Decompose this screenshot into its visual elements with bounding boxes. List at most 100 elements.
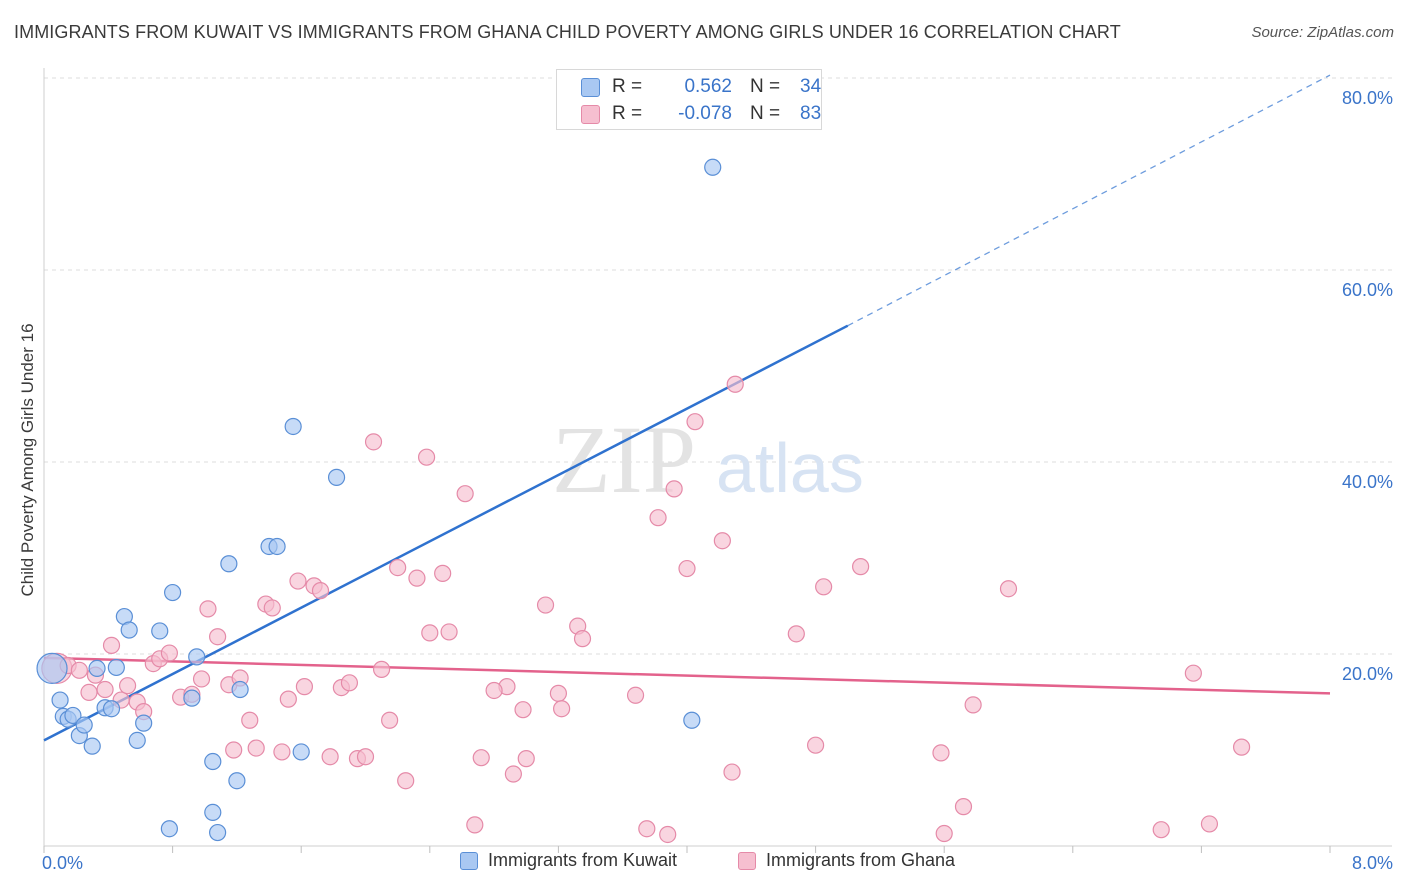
kuwait-point bbox=[160, 820, 178, 838]
kuwait-trend-line bbox=[43, 324, 849, 742]
kuwait-point bbox=[128, 731, 146, 750]
ghana-point bbox=[456, 485, 474, 503]
ghana-point bbox=[408, 569, 426, 587]
ghana-point bbox=[417, 448, 436, 466]
ghana-point bbox=[466, 816, 484, 834]
ghana-point bbox=[102, 636, 121, 654]
legend-swatch-kuwait bbox=[460, 851, 478, 870]
ghana-point bbox=[279, 690, 297, 708]
ghana-point bbox=[263, 599, 281, 617]
ghana-point bbox=[549, 684, 568, 702]
n-label: N = bbox=[750, 76, 781, 97]
ghana-swatch bbox=[581, 104, 600, 124]
legend-item-kuwait: Immigrants from Kuwait bbox=[460, 850, 677, 871]
ghana-point bbox=[678, 559, 696, 578]
legend-row-ghana: R = -0.078 N = 83 bbox=[581, 102, 821, 126]
ghana-point bbox=[1184, 664, 1202, 682]
ghana-trend-line bbox=[43, 656, 1331, 695]
ghana-point bbox=[192, 670, 211, 688]
ghana-point bbox=[364, 433, 383, 451]
tick-labels: 20.0% 40.0% 60.0% 80.0% 0.0% 8.0% bbox=[42, 88, 1393, 873]
y-tick-label: 40.0% bbox=[1342, 472, 1393, 492]
r-label: R = bbox=[612, 76, 643, 97]
n-value-kuwait: 34 bbox=[800, 76, 822, 97]
kuwait-point bbox=[284, 417, 302, 436]
kuwait-point bbox=[209, 823, 227, 842]
ghana-point bbox=[536, 596, 555, 614]
kuwait-point bbox=[164, 583, 182, 602]
kuwait-point bbox=[292, 743, 310, 761]
r-value-kuwait: 0.562 bbox=[684, 76, 732, 97]
kuwait-point bbox=[83, 737, 101, 755]
kuwait-point bbox=[683, 711, 701, 729]
ghana-point bbox=[1152, 821, 1170, 839]
kuwait-point bbox=[51, 691, 69, 709]
ghana-point bbox=[1200, 815, 1219, 833]
trend-lines bbox=[43, 74, 1331, 742]
kuwait-point bbox=[64, 706, 82, 725]
ghana-point bbox=[389, 558, 407, 577]
watermark-atlas: atlas bbox=[716, 429, 864, 507]
ghana-point bbox=[295, 678, 314, 696]
ghana-point bbox=[289, 572, 307, 590]
ghana-point bbox=[665, 480, 683, 498]
legend-swatch-ghana bbox=[738, 851, 756, 870]
watermark: ZIP atlas bbox=[552, 406, 864, 513]
ghana-point bbox=[421, 624, 439, 642]
ghana-point bbox=[247, 739, 265, 757]
correlation-legend: R = 0.562 N = 34 R = -0.078 N = 83 bbox=[556, 69, 822, 130]
ghana-point bbox=[96, 680, 114, 699]
ghana-point bbox=[954, 798, 973, 816]
ghana-point bbox=[80, 683, 98, 702]
r-value-ghana: -0.078 bbox=[678, 103, 732, 124]
ghana-point bbox=[504, 765, 522, 783]
legend-label-ghana: Immigrants from Ghana bbox=[766, 850, 956, 870]
kuwait-point bbox=[151, 622, 169, 640]
ghana-point bbox=[209, 628, 227, 646]
ghana-point bbox=[434, 564, 452, 582]
ghana-point bbox=[935, 824, 953, 843]
ghana-point bbox=[649, 509, 667, 527]
ghana-point bbox=[964, 696, 982, 714]
kuwait-swatch bbox=[581, 77, 600, 97]
kuwait-point bbox=[107, 658, 125, 677]
ghana-point bbox=[340, 674, 359, 692]
ghana-point bbox=[381, 711, 399, 729]
ghana-point bbox=[199, 600, 217, 618]
r-label: R = bbox=[612, 103, 643, 124]
ghana-point bbox=[273, 743, 291, 761]
legend-item-ghana: Immigrants from Ghana bbox=[738, 850, 955, 871]
ghana-point bbox=[356, 748, 375, 766]
ghana-point bbox=[321, 748, 339, 766]
kuwait-point bbox=[220, 555, 238, 573]
kuwait-point bbox=[36, 652, 68, 685]
kuwait-point bbox=[102, 700, 121, 718]
ghana-point bbox=[1232, 738, 1251, 756]
ghana-point bbox=[372, 660, 391, 678]
source-credit: Source: ZipAtlas.com bbox=[1251, 24, 1394, 41]
ghana-point bbox=[225, 741, 243, 759]
ghana-point bbox=[638, 820, 656, 838]
legend-label-kuwait: Immigrants from Kuwait bbox=[488, 850, 678, 870]
y-tick-label: 80.0% bbox=[1342, 88, 1393, 108]
legend-row-kuwait: R = 0.562 N = 34 bbox=[581, 75, 821, 99]
y-tick-label: 60.0% bbox=[1342, 280, 1393, 300]
n-label: N = bbox=[750, 103, 781, 124]
ghana-point bbox=[311, 582, 330, 600]
grid-layer bbox=[44, 77, 1392, 655]
ghana-point bbox=[999, 580, 1018, 598]
kuwait-point bbox=[228, 772, 246, 790]
ghana-point bbox=[160, 644, 178, 662]
data-points bbox=[36, 158, 1251, 844]
ghana-point bbox=[686, 413, 704, 431]
ghana-point bbox=[806, 736, 825, 754]
ghana-point bbox=[472, 749, 490, 767]
ghana-point bbox=[241, 711, 259, 729]
ghana-point bbox=[397, 772, 415, 790]
kuwait-point bbox=[120, 621, 138, 639]
ghana-point bbox=[932, 744, 950, 762]
kuwait-trend-extension bbox=[847, 74, 1331, 327]
ghana-point bbox=[485, 681, 503, 700]
ghana-point bbox=[553, 700, 571, 718]
